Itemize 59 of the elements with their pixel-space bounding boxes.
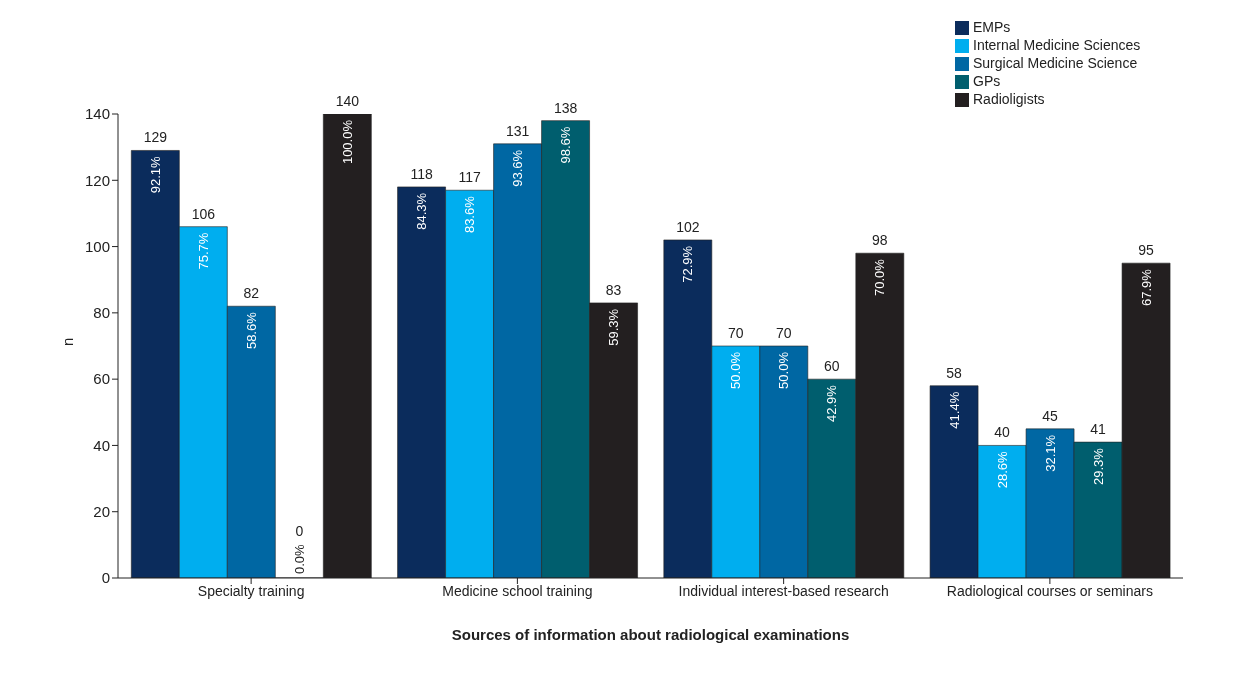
legend-label: Surgical Medicine Science <box>973 54 1139 72</box>
data-label: 106 <box>191 205 216 222</box>
legend-label: GPs <box>973 72 1002 90</box>
y-tick-label: 80 <box>93 304 110 322</box>
data-label: 0 <box>295 522 304 539</box>
annotation: 50.0% <box>728 351 744 389</box>
data-label: 98 <box>872 232 888 249</box>
data-label: 40 <box>994 424 1011 441</box>
data-label: 83 <box>605 281 622 298</box>
data-label: 82 <box>243 285 260 302</box>
annotation: 29.3% <box>1090 447 1106 485</box>
x-axis-title: Sources of information about radiological examinations <box>451 626 850 643</box>
annotation: 42.9% <box>824 384 840 423</box>
y-tick-label: 120 <box>84 171 110 189</box>
x-tick-label: Individual interest-based research <box>678 582 889 599</box>
annotation: 75.7% <box>195 232 211 270</box>
data-label: 41 <box>1090 421 1107 438</box>
data-label: 131 <box>505 122 530 139</box>
x-tick-label: Medicine school training <box>442 582 593 599</box>
y-tick-label: 60 <box>93 370 110 388</box>
annotation: 58.6% <box>243 311 259 350</box>
data-label: 60 <box>824 358 840 375</box>
annotation: 41.4% <box>946 391 962 429</box>
y-tick-label: 100 <box>84 237 110 255</box>
annotation: 83.6% <box>462 195 478 234</box>
annotation: 32.1% <box>1042 434 1058 472</box>
annotation: 70.0% <box>872 258 888 297</box>
annotation: 98.6% <box>558 126 574 164</box>
data-label: 70 <box>728 325 744 341</box>
legend-label: Internal Medicine Sciences <box>973 36 1142 54</box>
annotation: 67.9% <box>1138 268 1154 307</box>
annotation: 59.3% <box>606 308 622 346</box>
data-label: 45 <box>1042 407 1059 424</box>
y-axis-title: n <box>59 337 77 346</box>
annotation: 100.0% <box>339 119 355 165</box>
annotation: 92.1% <box>147 156 163 194</box>
data-label: 117 <box>458 169 481 186</box>
data-label: 140 <box>335 93 360 109</box>
annotation: 72.9% <box>680 245 696 283</box>
data-label: 58 <box>946 364 963 381</box>
annotation: 0.0% <box>291 543 307 574</box>
y-tick-label: 140 <box>84 105 110 123</box>
x-tick-label: Radiological courses or seminars <box>946 582 1153 599</box>
data-label: 129 <box>143 129 168 146</box>
annotation: 50.0% <box>776 351 792 389</box>
data-label: 118 <box>410 165 433 182</box>
data-label: 95 <box>1138 242 1155 259</box>
annotation: 84.3% <box>414 192 430 230</box>
x-tick-label: Specialty training <box>197 582 305 599</box>
data-label: 138 <box>553 99 578 116</box>
legend-label: EMPs <box>973 18 1012 36</box>
y-tick-label: 40 <box>93 436 110 454</box>
legend-label: Radioligists <box>973 90 1046 108</box>
data-label: 70 <box>776 325 792 341</box>
annotation: 93.6% <box>510 149 526 187</box>
y-tick-label: 0 <box>101 569 110 587</box>
annotation: 28.6% <box>994 451 1010 489</box>
data-label: 102 <box>676 218 700 235</box>
y-tick-label: 20 <box>93 503 110 521</box>
